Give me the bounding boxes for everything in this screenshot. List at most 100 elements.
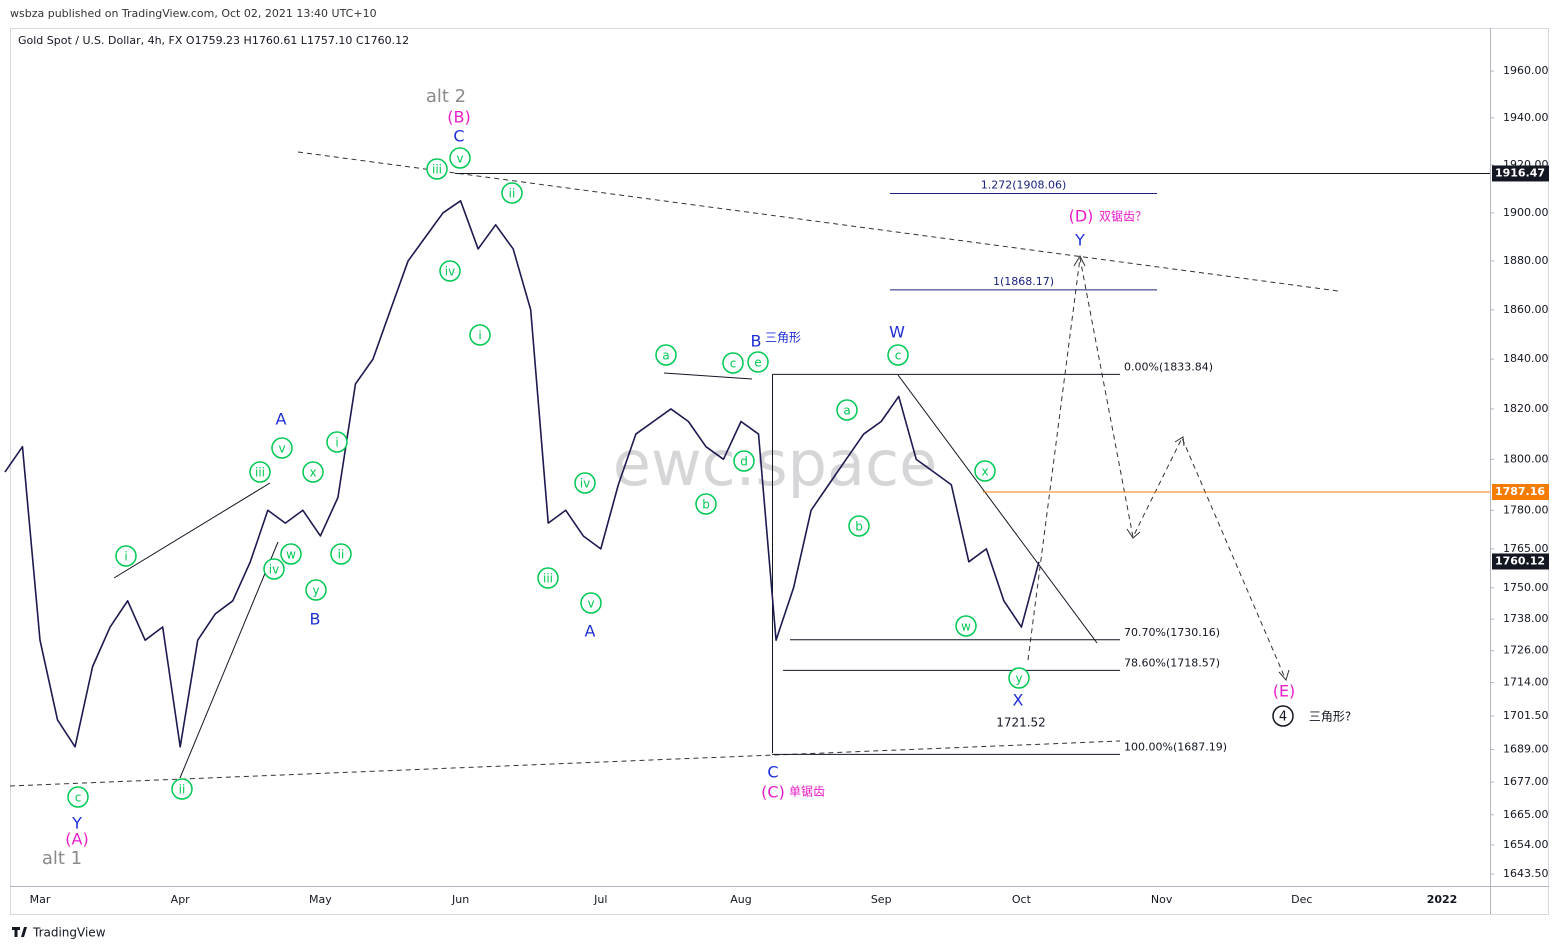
wave-label: iv: [269, 563, 279, 577]
wave-label: x: [981, 465, 988, 479]
fib-level-label: 0.00%(1833.84): [1124, 360, 1213, 373]
wave-circle: [733, 450, 755, 472]
wave-label: 4: [1279, 710, 1287, 725]
wave-label: A: [276, 410, 287, 429]
y-tick-label: 1900.00: [1503, 206, 1549, 219]
wave-label: C: [453, 127, 464, 146]
wave-label: 1721.52: [996, 716, 1046, 730]
wave-circle: [1272, 705, 1294, 727]
y-tick-label: 1800.00: [1503, 452, 1549, 465]
y-tick-label: 1765.00: [1503, 542, 1549, 555]
wave-circle: [580, 592, 602, 614]
footer-logo: [12, 927, 27, 937]
y-tick-label: 1860.00: [1503, 303, 1549, 316]
wave-circle: [263, 558, 285, 580]
wave-label: Y: [71, 814, 82, 833]
y-tick-label: 1643.50: [1503, 867, 1549, 880]
wave-label: i: [478, 329, 481, 343]
projection-arrowheads: [1073, 254, 1290, 682]
footer-brand: TradingView: [32, 926, 106, 940]
wave-label: y: [1015, 672, 1022, 686]
wave-circle: [271, 437, 293, 459]
fib-level-label: 1.272(1908.06): [981, 179, 1067, 192]
wave-circle: [836, 399, 858, 421]
wave-label: iv: [580, 477, 590, 491]
wave-label: x: [309, 466, 316, 480]
wave-circle: [426, 158, 448, 180]
y-tick-label: 1665.00: [1503, 808, 1549, 821]
wave-label: (B): [447, 108, 470, 127]
watermark: ewc.space: [613, 427, 938, 500]
y-tick-label: 1701.50: [1503, 709, 1549, 722]
drawings: [9, 151, 1339, 787]
wave-label: alt 1: [42, 848, 82, 869]
wave-circle: [887, 344, 909, 366]
wave-label: i: [124, 550, 127, 564]
wave-label: B: [751, 332, 762, 351]
projection-path: [1027, 257, 1286, 679]
wave-label: (E): [1273, 682, 1296, 701]
wave-label: X: [1013, 691, 1024, 710]
wave-label: a: [662, 349, 669, 363]
wave-label: iii: [432, 163, 442, 177]
y-tick-label: 1820.00: [1503, 402, 1549, 415]
wave-label: 三角形?: [1309, 710, 1351, 724]
price-line-series: [4, 200, 1040, 748]
wave-label: c: [75, 791, 82, 805]
wave-label: 单锯齿: [789, 784, 825, 799]
y-tick-label: 1689.00: [1503, 743, 1549, 756]
y-tick-label: 1677.00: [1503, 775, 1549, 788]
wave-circle: [280, 543, 302, 565]
price-label-box: [1492, 483, 1549, 500]
wave-label: i: [335, 436, 338, 450]
y-tick-label: 1940.00: [1503, 111, 1549, 124]
wave-label: 三角形: [765, 331, 801, 345]
wave-circle: [115, 545, 137, 567]
x-tick-label: Dec: [1291, 893, 1312, 906]
wave-circle: [171, 778, 193, 800]
wave-circle: [449, 147, 471, 169]
x-tick-label: Mar: [30, 893, 51, 906]
wave-label: b: [855, 520, 863, 534]
x-tick-label: 2022: [1427, 893, 1458, 906]
wave-label: v: [587, 597, 594, 611]
wave-circle: [249, 461, 271, 483]
wave-circle: [722, 352, 744, 374]
wave-label: c: [730, 357, 737, 371]
upper-dashed-trendline: [297, 151, 1339, 292]
wave-label: A: [585, 622, 596, 641]
wave-circle: [955, 615, 977, 637]
wave-label: b: [702, 498, 710, 512]
wave-label: c: [895, 349, 902, 363]
y-tick-label: 1840.00: [1503, 352, 1549, 365]
wave-label: ii: [509, 187, 516, 201]
wave-label: v: [456, 152, 463, 166]
x-tick-label: Jul: [593, 893, 607, 906]
wave-label: C: [767, 763, 778, 782]
y-tick-label: 1726.00: [1503, 644, 1549, 657]
wave-circle: [537, 567, 559, 589]
x-tick-label: Apr: [171, 893, 191, 906]
wave-circle: [501, 182, 523, 204]
fib-level-label: 78.60%(1718.57): [1124, 656, 1220, 669]
price-label: 1787.16: [1495, 485, 1545, 498]
wave-circle: [1008, 667, 1030, 689]
x-tick-label: May: [309, 893, 332, 906]
fib-level-label: 100.00%(1687.19): [1124, 740, 1227, 753]
trendline: [179, 541, 279, 779]
y-tick-label: 1738.00: [1503, 612, 1549, 625]
wave-label: W: [889, 323, 905, 342]
wave-circle: [574, 472, 596, 494]
wave-label: (C): [761, 783, 785, 802]
y-tick-label: 1750.00: [1503, 581, 1549, 594]
wave-circle: [439, 260, 461, 282]
wave-label: (A): [65, 830, 88, 849]
x-tick-label: Sep: [871, 893, 892, 906]
fib-level-label: 70.70%(1730.16): [1124, 626, 1220, 639]
wave-label: d: [740, 455, 748, 469]
wave-circle: [305, 579, 327, 601]
price-label-box: [1492, 165, 1549, 182]
y-tick-label: 1960.00: [1503, 64, 1549, 77]
wave-label: ii: [179, 783, 186, 797]
